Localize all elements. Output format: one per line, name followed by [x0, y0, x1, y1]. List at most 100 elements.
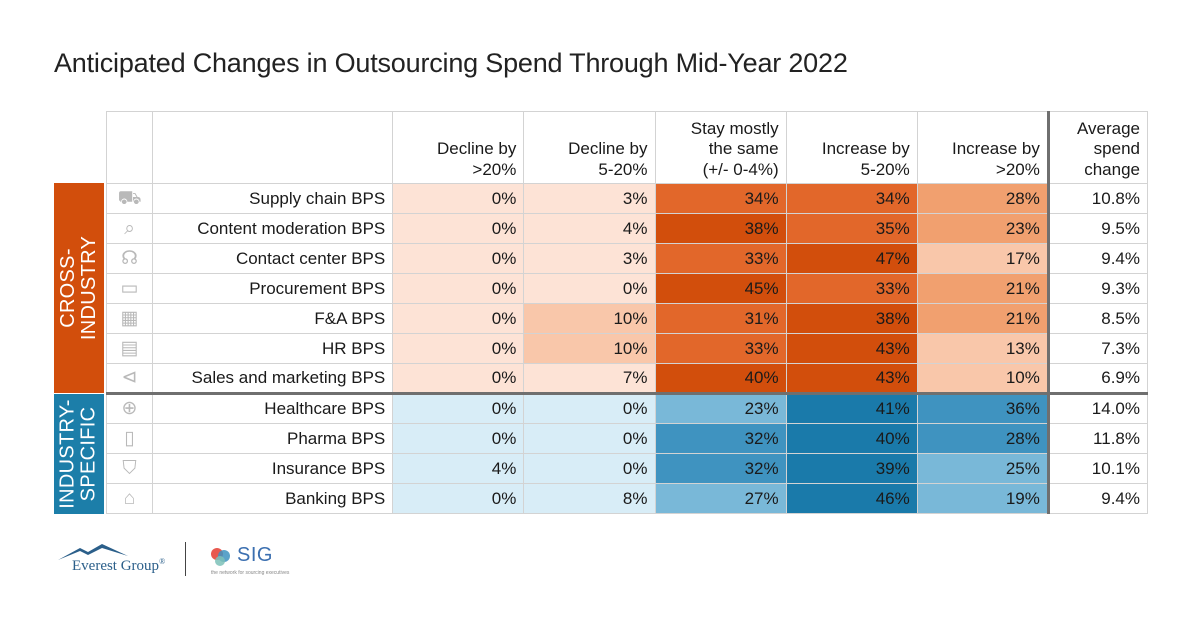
- cell-decline-over-20: 0%: [392, 423, 525, 454]
- cell-increase-over-20: 36%: [916, 392, 1049, 424]
- cell-average-spend-change: 8.5%: [1046, 303, 1149, 334]
- id-card-icon: ▤: [120, 337, 139, 359]
- cell-increase-5-20: 41%: [785, 392, 918, 424]
- cell-decline-over-20: 0%: [392, 243, 525, 274]
- cell-stay-same: 34%: [654, 183, 787, 214]
- cell-average-spend-change: 9.5%: [1046, 213, 1149, 244]
- sig-wordmark: SIG: [237, 544, 273, 566]
- cell-average-spend-change: 9.4%: [1046, 243, 1149, 274]
- row-icon-cell: ⌕: [105, 213, 154, 244]
- table-row: ☊ Contact center BPS 0% 3% 33% 47% 17% 9.4%: [105, 243, 1149, 274]
- cell-decline-over-20: 0%: [392, 363, 525, 394]
- logo-divider: [185, 542, 186, 576]
- cell-stay-same: 31%: [654, 303, 787, 334]
- row-label: Healthcare BPS: [152, 392, 394, 424]
- cell-average-spend-change: 6.9%: [1046, 363, 1149, 394]
- row-label: Banking BPS: [152, 483, 394, 514]
- bank-icon: ⌂: [123, 487, 136, 509]
- row-icon-cell: ▯: [105, 423, 154, 454]
- cell-increase-5-20: 47%: [785, 243, 918, 274]
- column-header-increase-5-20: Increase by 5-20%: [785, 111, 918, 184]
- cell-stay-same: 32%: [654, 453, 787, 484]
- sig-logo: SIG the network for sourcing executives: [209, 542, 329, 580]
- cell-decline-over-20: 0%: [392, 392, 525, 424]
- cell-decline-over-20: 0%: [392, 213, 525, 244]
- credit-card-icon: ▭: [120, 277, 139, 299]
- cell-average-spend-change: 14.0%: [1046, 392, 1149, 424]
- cell-decline-5-20: 0%: [523, 453, 656, 484]
- header-label-cell: [152, 111, 394, 184]
- header-row: Decline by >20% Decline by 5-20% Stay mo…: [105, 111, 1149, 184]
- cell-increase-over-20: 21%: [916, 303, 1049, 334]
- cell-increase-5-20: 35%: [785, 213, 918, 244]
- table-row: ⊲ Sales and marketing BPS 0% 7% 40% 43% 10% 6.9…: [105, 363, 1149, 394]
- chart-title: Anticipated Changes in Outsourcing Spend…: [54, 48, 848, 78]
- shield-check-icon: ⛉: [122, 457, 137, 479]
- table-row: ⌕ Content moderation BPS 0% 4% 38% 35% 23% 9.5%: [105, 213, 1149, 244]
- megaphone-icon: ⊲: [121, 367, 138, 388]
- cell-stay-same: 27%: [654, 483, 787, 514]
- column-header-decline-5-20: Decline by 5-20%: [523, 111, 656, 184]
- cell-increase-over-20: 28%: [916, 183, 1049, 214]
- cell-decline-over-20: 0%: [392, 183, 525, 214]
- group-tab-cross-industry: CROSS- INDUSTRY: [54, 183, 104, 393]
- cell-increase-over-20: 10%: [916, 363, 1049, 394]
- group-tab-industry-specific: INDUSTRY- SPECIFIC: [54, 394, 104, 514]
- everest-mountain-icon: [58, 544, 128, 560]
- cell-increase-over-20: 13%: [916, 333, 1049, 364]
- cell-stay-same: 23%: [654, 392, 787, 424]
- header-icon-cell: [105, 111, 154, 184]
- cell-stay-same: 33%: [654, 243, 787, 274]
- cell-average-spend-change: 7.3%: [1046, 333, 1149, 364]
- table-row: ▤ HR BPS 0% 10% 33% 43% 13% 7.3%: [105, 333, 1149, 364]
- row-label: Supply chain BPS: [152, 183, 394, 214]
- cell-stay-same: 45%: [654, 273, 787, 304]
- column-header-stay-same: Stay mostly the same (+/- 0-4%): [654, 111, 787, 184]
- cell-average-spend-change: 9.3%: [1046, 273, 1149, 304]
- cell-increase-over-20: 23%: [916, 213, 1049, 244]
- calculator-icon: ▦: [120, 307, 139, 329]
- group-label-industry-specific: INDUSTRY- SPECIFIC: [57, 399, 101, 509]
- cell-increase-5-20: 46%: [785, 483, 918, 514]
- cell-increase-over-20: 21%: [916, 273, 1049, 304]
- row-label: F&A BPS: [152, 303, 394, 334]
- cell-decline-5-20: 8%: [523, 483, 656, 514]
- row-icon-cell: ▭: [105, 273, 154, 304]
- cell-increase-over-20: 28%: [916, 423, 1049, 454]
- cell-increase-5-20: 43%: [785, 363, 918, 394]
- table-row: ▭ Procurement BPS 0% 0% 45% 33% 21% 9.3%: [105, 273, 1149, 304]
- cell-decline-over-20: 0%: [392, 303, 525, 334]
- row-icon-cell: ☊: [105, 243, 154, 274]
- row-label: Sales and marketing BPS: [152, 363, 394, 394]
- outsourcing-spend-table: Decline by >20% Decline by 5-20% Stay mo…: [105, 111, 1149, 514]
- cell-stay-same: 40%: [654, 363, 787, 394]
- row-icon-cell: ⛟: [105, 183, 154, 214]
- cell-increase-over-20: 19%: [916, 483, 1049, 514]
- row-label: Insurance BPS: [152, 453, 394, 484]
- group-label-cross-industry: CROSS- INDUSTRY: [57, 235, 101, 341]
- pill-bottle-icon: ▯: [124, 427, 135, 449]
- cell-decline-over-20: 0%: [392, 333, 525, 364]
- table-row: ⛉ Insurance BPS 4% 0% 32% 39% 25% 10.1%: [105, 453, 1149, 484]
- row-icon-cell: ⊲: [105, 363, 154, 394]
- cell-increase-5-20: 43%: [785, 333, 918, 364]
- cell-stay-same: 32%: [654, 423, 787, 454]
- cell-decline-5-20: 0%: [523, 423, 656, 454]
- cell-increase-5-20: 39%: [785, 453, 918, 484]
- code-search-icon: ⌕: [124, 217, 135, 239]
- row-icon-cell: ⊕: [105, 392, 154, 424]
- truck-gear-icon: ⛟: [117, 187, 142, 209]
- cell-average-spend-change: 10.8%: [1046, 183, 1149, 214]
- cell-increase-over-20: 25%: [916, 453, 1049, 484]
- row-icon-cell: ▦: [105, 303, 154, 334]
- row-icon-cell: ⌂: [105, 483, 154, 514]
- cell-decline-5-20: 10%: [523, 303, 656, 334]
- cell-increase-5-20: 34%: [785, 183, 918, 214]
- table-row: ⛟ Supply chain BPS 0% 3% 34% 34% 28% 10.8%: [105, 183, 1149, 214]
- medical-cross-icon: ⊕: [121, 398, 138, 419]
- column-header-decline-over-20: Decline by >20%: [392, 111, 525, 184]
- column-header-average-spend-change: Average spend change: [1046, 111, 1149, 184]
- cell-increase-5-20: 40%: [785, 423, 918, 454]
- row-label: Contact center BPS: [152, 243, 394, 274]
- cell-increase-over-20: 17%: [916, 243, 1049, 274]
